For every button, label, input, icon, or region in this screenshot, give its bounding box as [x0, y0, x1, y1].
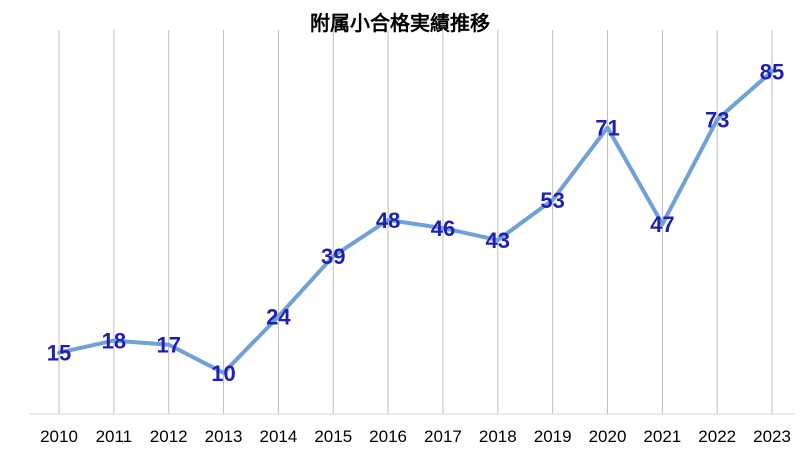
x-tick-label-2022: 2022 [698, 427, 736, 446]
x-tick-label-2012: 2012 [150, 427, 188, 446]
data-label-2023: 85 [760, 59, 784, 84]
x-tick-label-2011: 2011 [96, 427, 133, 446]
x-tick-label-2010: 2010 [40, 427, 78, 446]
x-tick-label-2015: 2015 [314, 427, 352, 446]
data-point-2019 [550, 197, 555, 202]
data-label-2014: 24 [266, 305, 291, 330]
data-point-2013 [221, 370, 226, 375]
x-tick-label-2023: 2023 [753, 427, 791, 446]
data-point-2010 [57, 350, 61, 355]
grid-lines [58, 30, 773, 414]
data-label-2021: 47 [650, 212, 674, 237]
data-point-2022 [715, 117, 720, 122]
data-label-2011: 18 [102, 329, 126, 354]
data-label-2013: 10 [211, 361, 235, 386]
data-label-2010: 15 [47, 341, 71, 366]
x-tick-label-2016: 2016 [369, 427, 407, 446]
x-tick-label-2020: 2020 [589, 427, 627, 446]
data-label-2012: 17 [156, 333, 180, 358]
data-label-2019: 53 [540, 188, 564, 213]
data-label-2018: 43 [486, 228, 510, 253]
data-label-2015: 39 [321, 244, 345, 269]
data-point-2018 [495, 238, 500, 243]
data-labels: 15 18 17 10 24 39 48 46 43 53 71 47 73 85 [47, 59, 785, 386]
series-line [57, 69, 775, 375]
data-point-2016 [386, 218, 391, 223]
data-label-2022: 73 [705, 108, 729, 133]
x-tick-label-2014: 2014 [259, 427, 297, 446]
data-point-2020 [605, 125, 610, 130]
x-tick-label-2018: 2018 [479, 427, 517, 446]
data-point-2014 [276, 314, 281, 319]
data-point-2017 [440, 226, 445, 231]
data-label-2020: 71 [595, 116, 619, 141]
data-point-2015 [331, 254, 336, 259]
data-point-2012 [166, 342, 171, 347]
x-tick-label-2021: 2021 [643, 427, 681, 446]
data-label-2017: 46 [431, 216, 455, 241]
data-label-2016: 48 [376, 208, 400, 233]
series-polyline [57, 69, 775, 375]
data-point-2021 [660, 222, 665, 227]
x-tick-label-2019: 2019 [534, 427, 572, 446]
x-tick-labels: 2010 2011 2012 2013 2014 2015 2016 2017 2018 2019… [40, 427, 791, 446]
data-point-2023 [770, 69, 775, 74]
x-tick-label-2017: 2017 [424, 427, 462, 446]
x-tick-label-2013: 2013 [205, 427, 243, 446]
data-point-2011 [111, 338, 116, 343]
chart-title: 附属小合格実績推移 [310, 11, 490, 35]
